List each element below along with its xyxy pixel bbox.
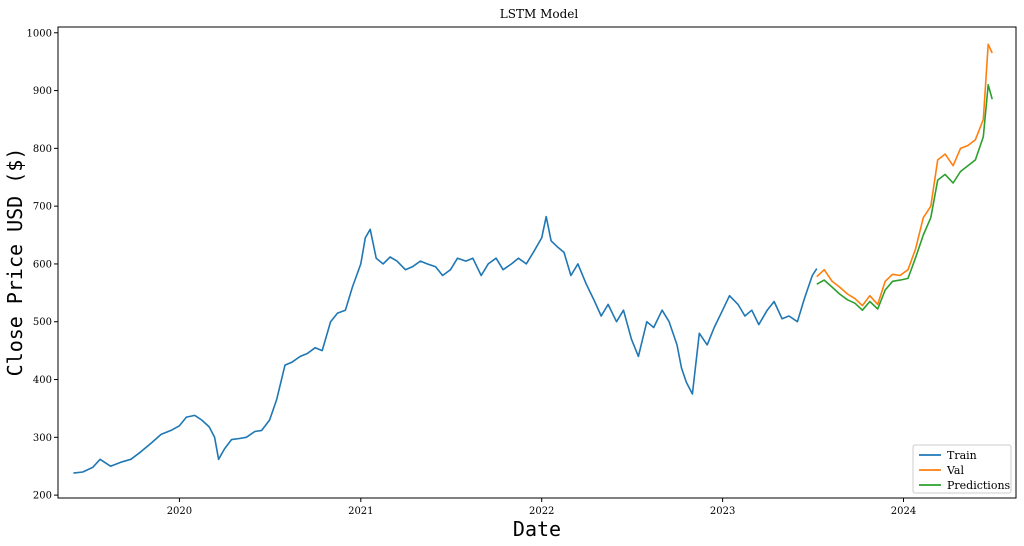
y-tick-label: 600 — [33, 259, 52, 270]
x-tick-label: 2023 — [710, 506, 735, 517]
y-tick-label: 700 — [33, 202, 52, 213]
legend-box — [912, 444, 1012, 494]
y-tick-label: 900 — [33, 86, 52, 97]
series-line-predictions — [816, 84, 993, 312]
y-tick-label: 1000 — [27, 28, 52, 39]
series-line-train — [73, 215, 818, 474]
x-tick-label: 2024 — [891, 506, 916, 517]
y-tick-label: 500 — [33, 317, 52, 328]
legend-label-predictions: Predictions — [947, 479, 1011, 492]
x-tick-label: 2021 — [348, 506, 373, 517]
series-line-val — [816, 43, 993, 307]
legend: Train Val Predictions — [912, 444, 1012, 494]
legend-label-train: Train — [947, 449, 977, 462]
legend-label-val: Val — [946, 464, 964, 477]
x-axis-title: Date — [513, 517, 561, 541]
y-axis-ticks: 200 300 400 500 600 700 800 900 1000 — [27, 28, 58, 502]
y-axis-title: Close Price USD ($) — [3, 148, 27, 377]
y-tick-label: 300 — [33, 433, 52, 444]
x-tick-label: 2020 — [167, 506, 192, 517]
series-lines — [73, 43, 993, 474]
y-tick-label: 400 — [33, 375, 52, 386]
y-tick-label: 800 — [33, 144, 52, 155]
x-tick-label: 2022 — [529, 506, 554, 517]
plot-area — [57, 26, 1017, 499]
y-tick-label: 200 — [33, 491, 52, 502]
x-axis-ticks: 2020 2021 2022 2023 2024 — [167, 498, 916, 517]
chart-title: LSTM Model — [500, 7, 579, 21]
